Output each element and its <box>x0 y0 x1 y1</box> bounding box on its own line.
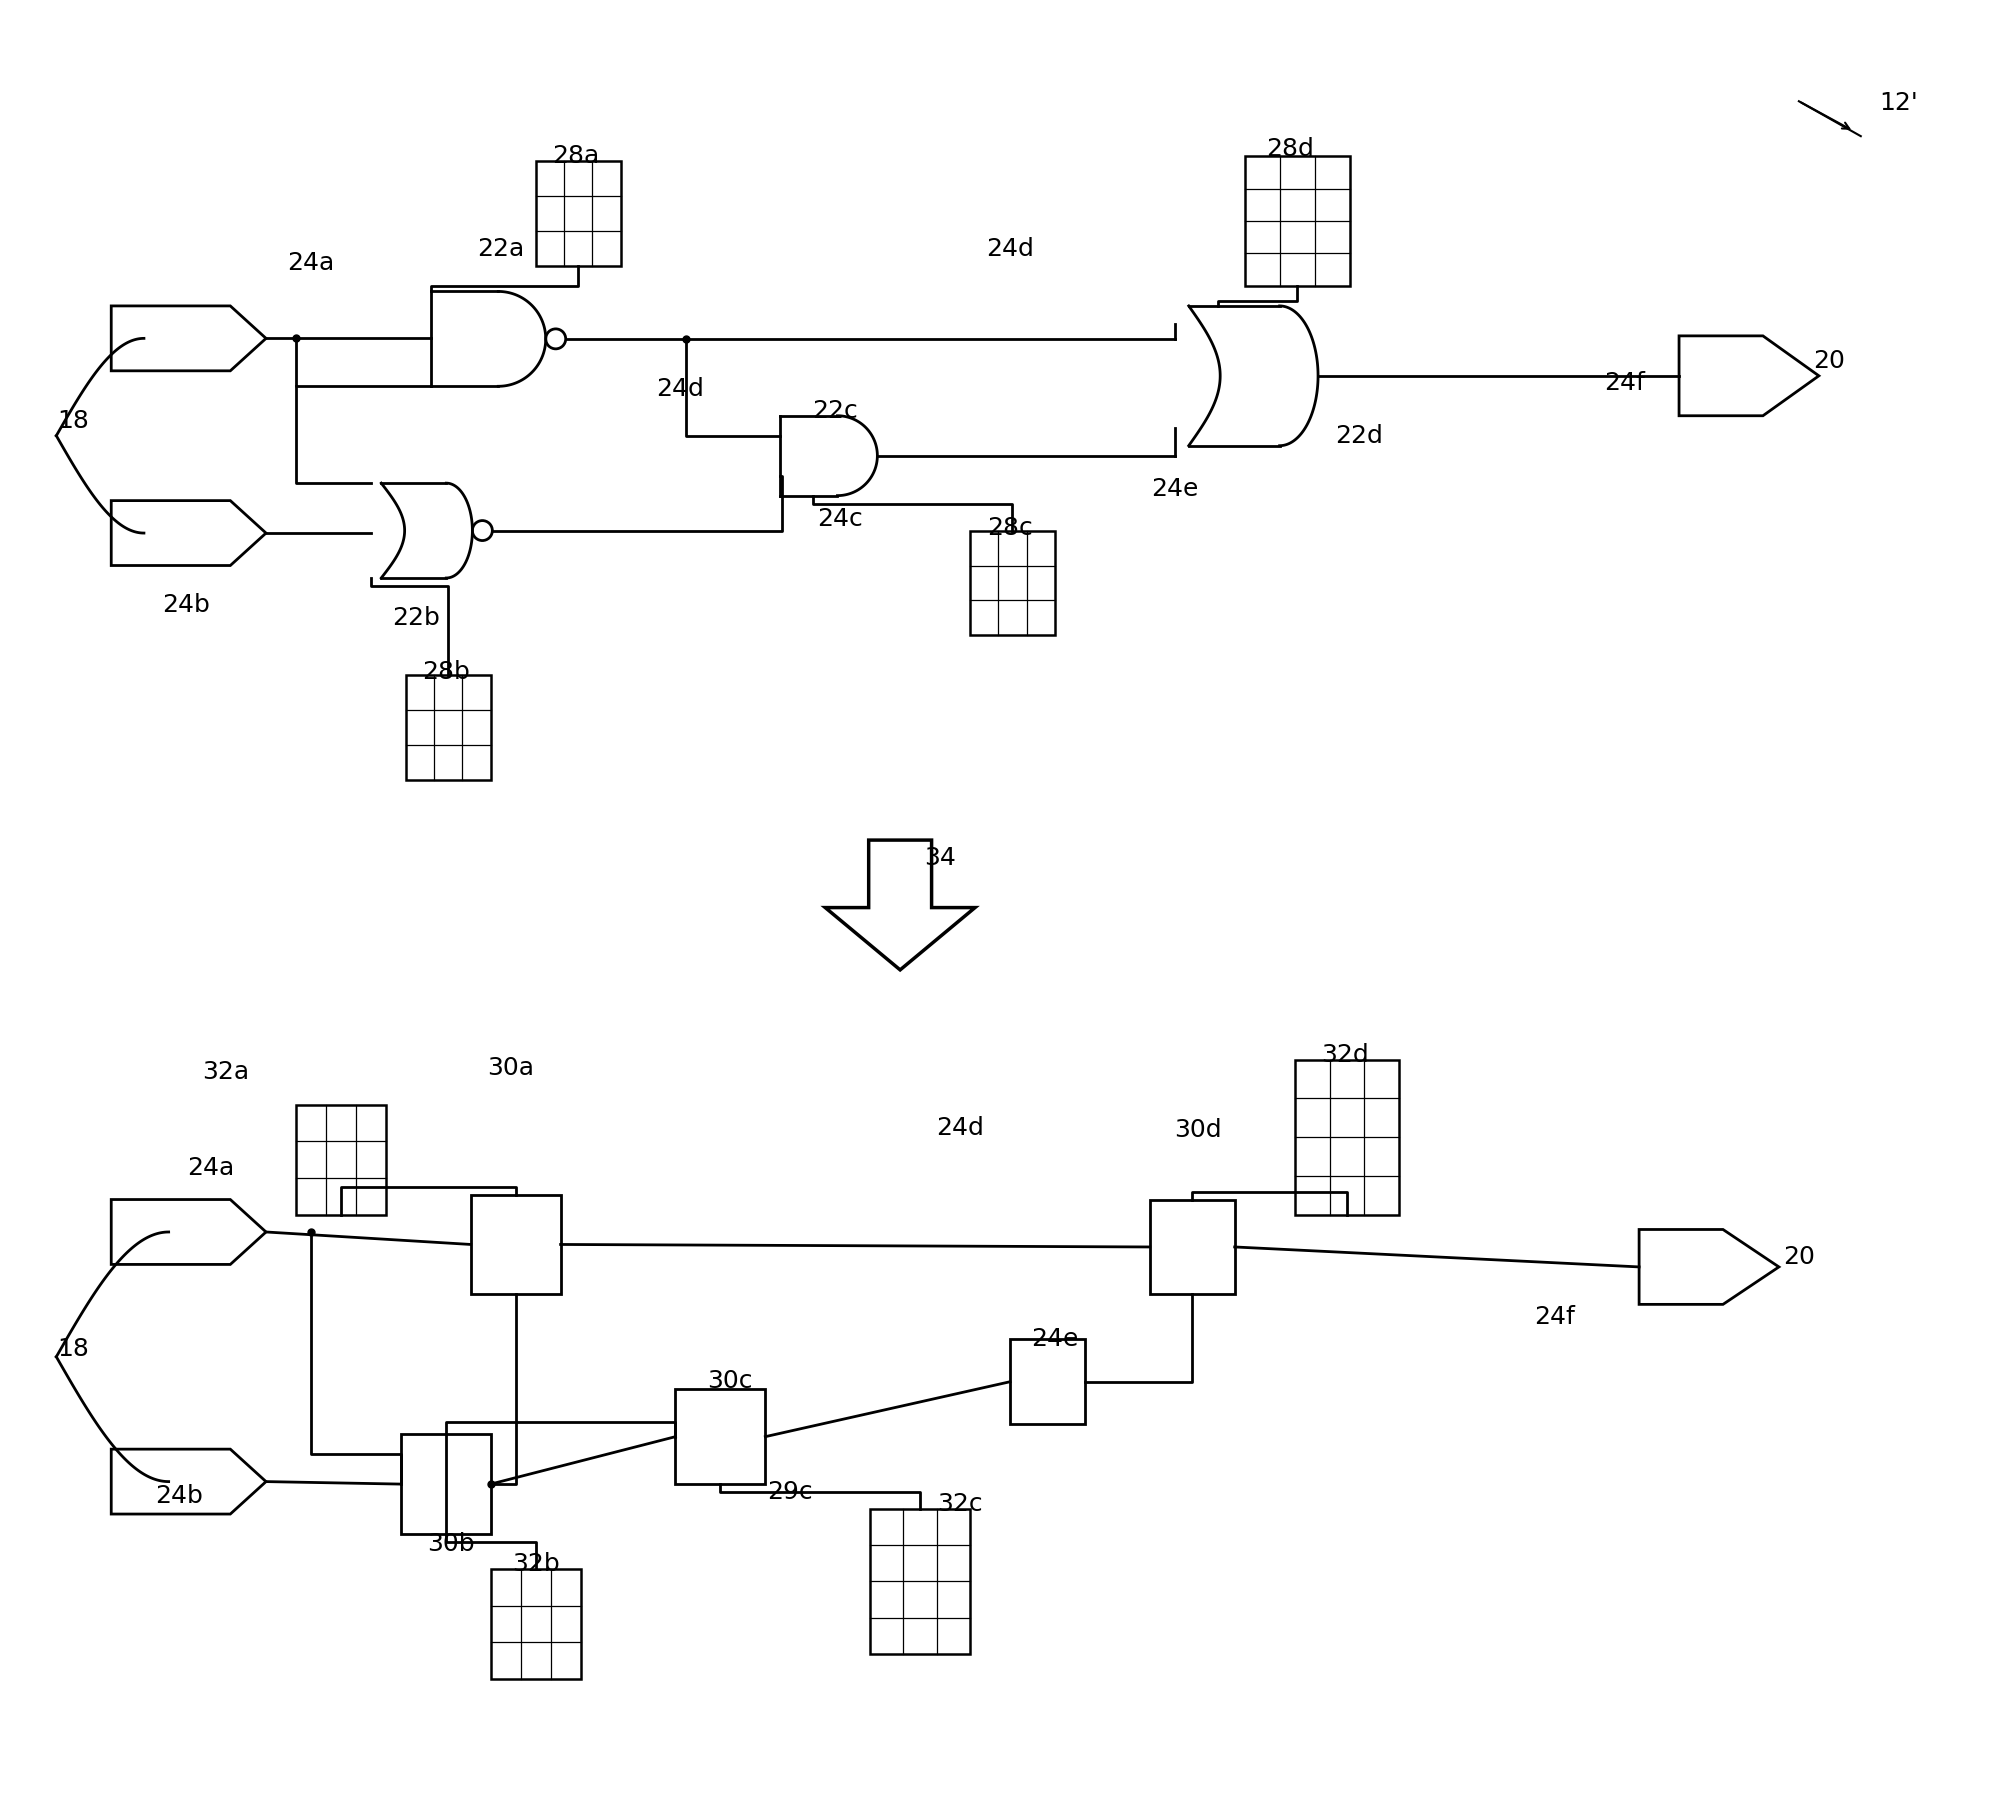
Text: 24d: 24d <box>936 1115 984 1140</box>
Text: 22d: 22d <box>1335 424 1383 447</box>
Text: 22b: 22b <box>391 607 439 630</box>
Text: 34: 34 <box>924 846 956 869</box>
Text: 24c: 24c <box>818 506 864 530</box>
Text: 24e: 24e <box>1031 1327 1079 1351</box>
Text: 30b: 30b <box>427 1532 475 1555</box>
Text: 28b: 28b <box>421 661 469 684</box>
Circle shape <box>473 521 493 541</box>
Bar <box>970 530 1055 636</box>
Text: 29c: 29c <box>768 1480 814 1503</box>
Text: 28a: 28a <box>553 144 598 169</box>
Bar <box>1245 156 1349 286</box>
Bar <box>1009 1340 1085 1424</box>
Bar <box>401 1435 491 1534</box>
Text: 24e: 24e <box>1151 476 1199 501</box>
Bar <box>295 1105 385 1214</box>
Text: 24a: 24a <box>188 1155 235 1180</box>
Text: 32d: 32d <box>1321 1043 1369 1067</box>
Polygon shape <box>826 841 976 970</box>
Polygon shape <box>112 1200 265 1264</box>
Bar <box>676 1390 766 1483</box>
Text: 24f: 24f <box>1604 370 1644 395</box>
Bar <box>1149 1200 1235 1295</box>
Text: 28d: 28d <box>1265 136 1313 162</box>
Text: 18: 18 <box>58 409 90 433</box>
Text: 12': 12' <box>1879 92 1917 115</box>
Polygon shape <box>112 305 265 370</box>
Text: 24d: 24d <box>656 377 704 401</box>
Polygon shape <box>112 1449 265 1514</box>
Text: 20: 20 <box>1784 1245 1815 1270</box>
Circle shape <box>547 329 567 348</box>
Text: 32b: 32b <box>513 1552 559 1575</box>
Text: 20: 20 <box>1813 348 1845 374</box>
Bar <box>870 1509 970 1654</box>
Bar <box>471 1194 561 1295</box>
Bar <box>1295 1060 1398 1214</box>
Polygon shape <box>1680 336 1819 415</box>
Text: 24b: 24b <box>156 1483 203 1509</box>
Text: 24f: 24f <box>1534 1306 1574 1329</box>
Polygon shape <box>112 501 265 566</box>
Bar <box>535 162 620 266</box>
Bar <box>405 675 491 779</box>
Bar <box>491 1570 581 1679</box>
Polygon shape <box>381 483 473 578</box>
Text: 24a: 24a <box>287 251 335 275</box>
Text: 30a: 30a <box>487 1056 535 1079</box>
Text: 24b: 24b <box>162 593 209 618</box>
Text: 28c: 28c <box>988 515 1033 539</box>
Polygon shape <box>1189 305 1319 445</box>
Text: 30d: 30d <box>1173 1117 1221 1142</box>
Text: 18: 18 <box>58 1338 90 1361</box>
Text: 22c: 22c <box>812 399 858 422</box>
Text: 24d: 24d <box>986 237 1033 260</box>
Text: 32c: 32c <box>938 1492 984 1516</box>
Text: 22a: 22a <box>477 237 525 260</box>
Polygon shape <box>1640 1230 1780 1304</box>
Text: 30c: 30c <box>708 1369 754 1394</box>
Text: 32a: 32a <box>203 1060 249 1083</box>
